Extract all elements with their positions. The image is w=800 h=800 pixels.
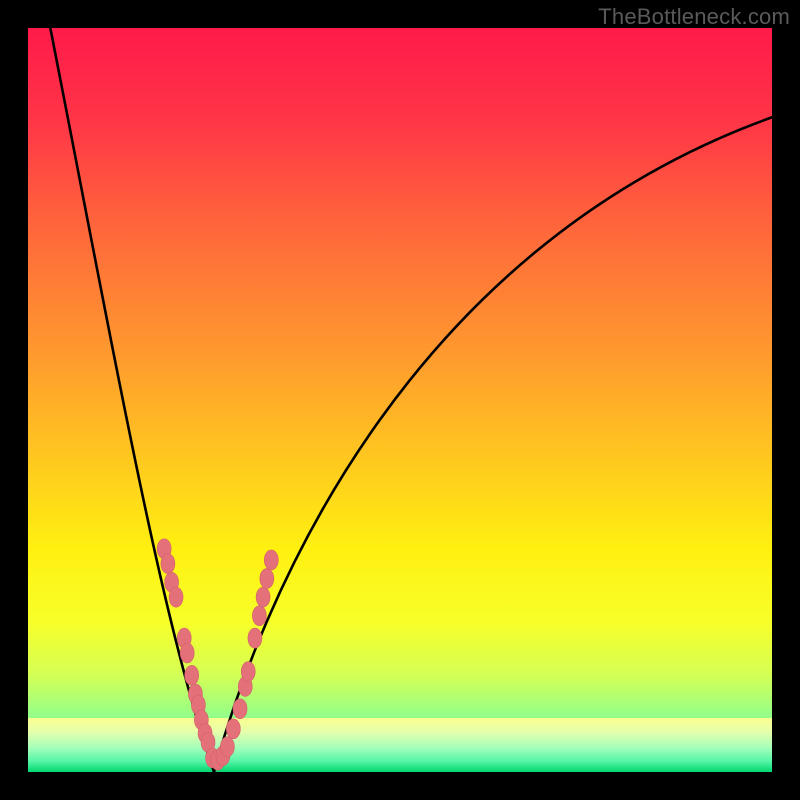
curve-marker <box>256 587 270 607</box>
curve-marker <box>169 587 183 607</box>
curve-marker <box>185 665 199 685</box>
curve-marker <box>161 554 175 574</box>
curve-marker <box>233 699 247 719</box>
chart-frame: TheBottleneck.com <box>0 0 800 800</box>
curve-marker <box>260 569 274 589</box>
curve-marker <box>220 737 234 757</box>
green-bottom-band <box>28 718 772 772</box>
curve-marker <box>226 719 240 739</box>
gradient-plot-area <box>28 28 772 772</box>
watermark-text: TheBottleneck.com <box>598 4 790 30</box>
curve-marker <box>241 662 255 682</box>
curve-marker <box>248 628 262 648</box>
curve-marker <box>252 606 266 626</box>
bottleneck-chart-svg <box>0 0 800 800</box>
curve-marker <box>180 643 194 663</box>
curve-marker <box>264 550 278 570</box>
